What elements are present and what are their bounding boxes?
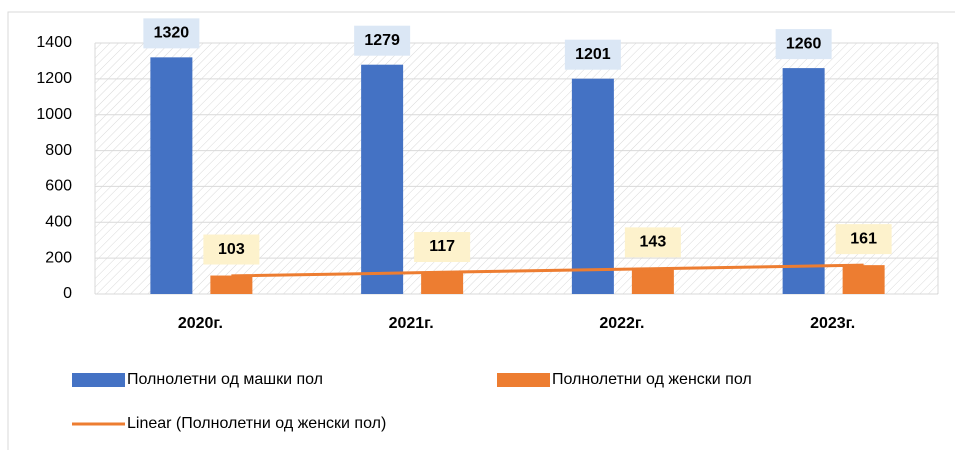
y-tick-label: 1200 xyxy=(36,70,72,87)
data-label: 117 xyxy=(429,238,455,255)
y-tick-label: 600 xyxy=(45,178,72,195)
y-tick-label: 0 xyxy=(63,285,72,302)
bar xyxy=(361,64,404,294)
y-tick-label: 1000 xyxy=(36,106,72,123)
legend-label: Linear (Полнолетни од женски пол) xyxy=(127,415,386,432)
data-label: 1260 xyxy=(786,35,822,52)
data-label-bg xyxy=(143,18,200,49)
legend-label: Полнолетни од машки пол xyxy=(127,371,323,388)
y-tick-label: 200 xyxy=(45,249,72,266)
y-tick-label: 400 xyxy=(45,214,72,231)
data-label-bg xyxy=(354,25,411,56)
data-label-bg xyxy=(414,232,471,263)
x-tick-label: 2022г. xyxy=(599,315,644,332)
bar xyxy=(210,275,253,294)
y-tick-label: 1400 xyxy=(36,34,72,51)
bar xyxy=(571,78,614,294)
x-tick-label: 2021г. xyxy=(389,315,434,332)
data-label: 1320 xyxy=(154,25,190,42)
data-label-bg xyxy=(775,29,832,60)
bar xyxy=(150,57,193,294)
data-label-bg xyxy=(203,234,260,265)
x-tick-label: 2020г. xyxy=(178,315,223,332)
data-label: 1279 xyxy=(364,32,400,49)
legend-label: Полнолетни од женски пол xyxy=(552,371,752,388)
data-label: 103 xyxy=(218,241,245,258)
frame xyxy=(7,11,955,450)
data-label-bg xyxy=(624,227,681,258)
y-tick-label: 800 xyxy=(45,142,72,159)
data-label: 1201 xyxy=(575,46,611,63)
data-label: 143 xyxy=(640,234,667,251)
data-label: 161 xyxy=(850,230,877,247)
trend-line xyxy=(231,263,864,278)
data-label-bg xyxy=(835,224,892,255)
bar xyxy=(842,265,885,294)
bar xyxy=(421,273,464,294)
legend-swatch xyxy=(72,373,125,387)
bar xyxy=(782,68,825,294)
legend-swatch xyxy=(497,373,550,387)
x-tick-label: 2023г. xyxy=(810,315,855,332)
bar xyxy=(631,268,674,294)
data-label-bg xyxy=(564,39,621,70)
